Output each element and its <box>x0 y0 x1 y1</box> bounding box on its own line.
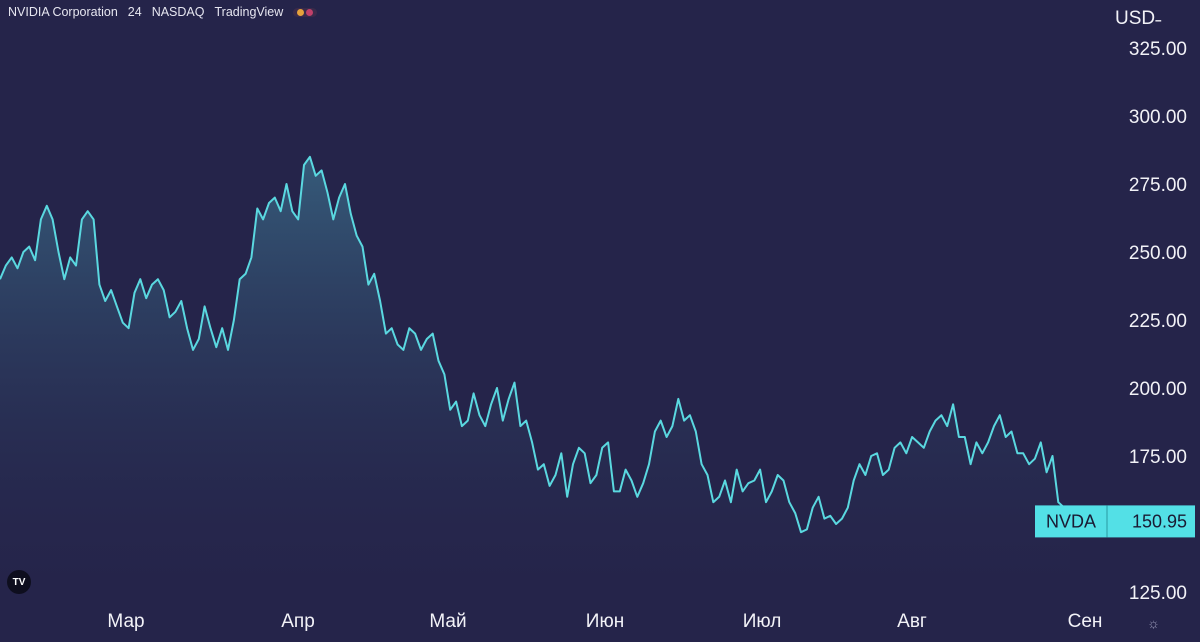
y-tick-label: 175.00 <box>1129 447 1187 468</box>
x-tick-label: Сен <box>1068 611 1103 632</box>
last-price-value: 150.95 <box>1132 511 1187 531</box>
y-tick-label: 125.00 <box>1129 583 1187 604</box>
source-label: TradingView <box>214 5 284 19</box>
interval-label[interactable]: 24 <box>127 5 142 19</box>
x-tick-label: Апр <box>281 611 315 632</box>
x-tick-label: Июн <box>586 611 624 632</box>
y-tick-label: 250.00 <box>1129 243 1187 264</box>
last-price-box <box>1035 505 1195 538</box>
price-area-fill <box>0 156 1070 601</box>
y-axis: 325.00 300.00 275.00 250.00 225.00 200.00 175.… <box>1129 39 1187 604</box>
x-axis: Мар Апр Май Июн Июл Авг Сен <box>107 611 1102 632</box>
y-tick-label: 275.00 <box>1129 175 1187 196</box>
last-price-symbol: NVDA <box>1046 511 1096 531</box>
x-tick-label: Мар <box>107 611 144 632</box>
symbol-name[interactable]: NVIDIA Corporation <box>8 5 118 19</box>
settings-icon[interactable]: ☼ <box>1147 615 1160 631</box>
y-tick-label: 200.00 <box>1129 379 1187 400</box>
currency-label[interactable]: USD˗ <box>1115 8 1162 29</box>
y-tick-label: 225.00 <box>1129 311 1187 332</box>
status-dot-icon <box>297 8 305 16</box>
status-dot-icon <box>306 8 314 16</box>
x-tick-label: Июл <box>743 611 782 632</box>
y-tick-label: 300.00 <box>1129 107 1187 128</box>
last-price-label: NVDA 150.95 <box>1035 505 1195 538</box>
x-tick-label: Авг <box>897 611 927 632</box>
y-tick-label: 325.00 <box>1129 39 1187 60</box>
price-line[interactable] <box>0 155 1071 534</box>
status-badge[interactable] <box>293 7 318 17</box>
x-tick-label: Май <box>429 611 466 632</box>
chart-header: NVIDIA Corporation 24 NASDAQ TradingView <box>8 5 318 19</box>
tradingview-logo-icon[interactable]: TV <box>7 570 31 594</box>
exchange-label: NASDAQ <box>151 5 205 19</box>
